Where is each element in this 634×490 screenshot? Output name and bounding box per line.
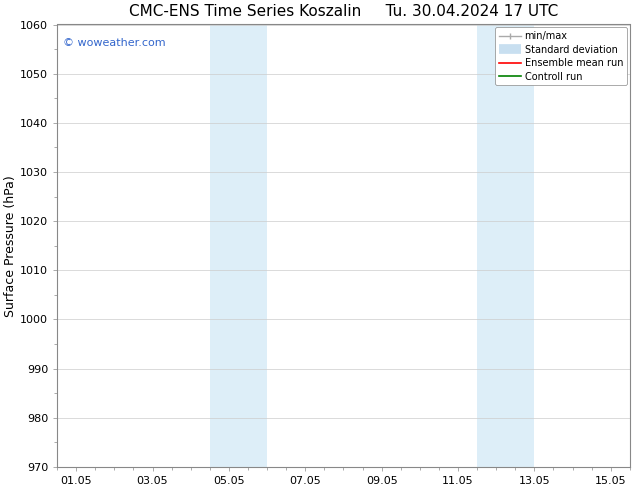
Bar [477,24,534,467]
Y-axis label: Surface Pressure (hPa): Surface Pressure (hPa) [4,175,17,317]
Title: CMC-ENS Time Series Koszalin     Tu. 30.04.2024 17 UTC: CMC-ENS Time Series Koszalin Tu. 30.04.2… [129,4,558,19]
Legend: min/max, Standard deviation, Ensemble mean run, Controll run: min/max, Standard deviation, Ensemble me… [495,27,627,85]
Text: © woweather.com: © woweather.com [63,38,165,48]
Bar [210,24,267,467]
